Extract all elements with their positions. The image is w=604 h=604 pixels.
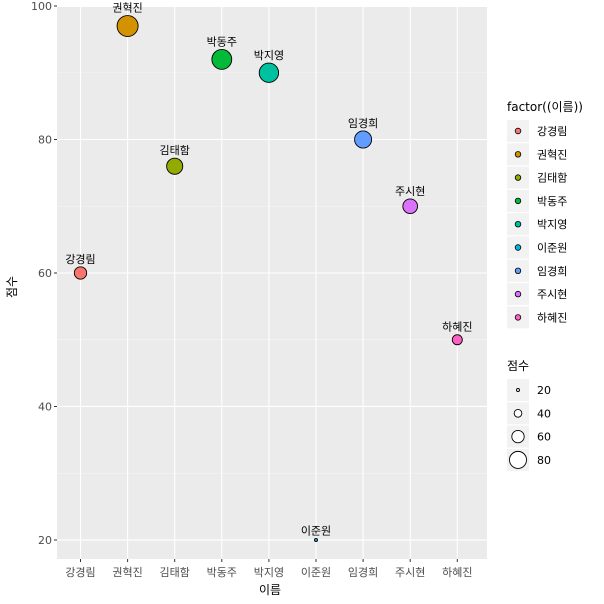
color-legend-swatch bbox=[514, 197, 522, 205]
color-legend-label: 권혁진 bbox=[537, 148, 567, 161]
color-legend-label: 주시현 bbox=[537, 288, 567, 301]
data-point bbox=[354, 130, 373, 149]
size-legend-label: 40 bbox=[537, 407, 551, 420]
x-tick-label: 이준원 bbox=[301, 566, 331, 579]
data-point bbox=[258, 62, 280, 83]
color-legend-swatch bbox=[514, 244, 522, 251]
data-point bbox=[166, 157, 184, 175]
color-legend-swatch bbox=[514, 267, 522, 274]
size-legend-swatch bbox=[509, 450, 527, 469]
y-tick-label: 100 bbox=[31, 0, 52, 13]
color-legend-label: 박동주 bbox=[537, 195, 567, 208]
color-legend-label: 박지영 bbox=[537, 218, 567, 231]
data-label: 이준원 bbox=[301, 524, 331, 537]
data-label: 김태함 bbox=[160, 144, 190, 157]
color-legend-swatch bbox=[514, 174, 522, 181]
y-axis-title: 점수 bbox=[5, 276, 19, 298]
data-label: 박동주 bbox=[207, 35, 237, 48]
size-legend-label: 80 bbox=[537, 454, 551, 467]
color-legend-title: factor((이름)) bbox=[507, 100, 583, 114]
size-legend-swatch bbox=[513, 409, 523, 418]
y-tick-label: 20 bbox=[38, 534, 52, 547]
color-legend-swatch bbox=[514, 314, 522, 321]
x-tick-label: 주시현 bbox=[395, 566, 425, 579]
size-legend-title: 점수 bbox=[507, 359, 529, 373]
data-label: 하혜진 bbox=[442, 320, 472, 334]
panel-background bbox=[57, 7, 487, 559]
data-label: 주시현 bbox=[395, 185, 425, 198]
color-legend-label: 강경림 bbox=[537, 125, 567, 138]
x-tick-label: 강경림 bbox=[65, 566, 95, 579]
data-label: 강경림 bbox=[65, 253, 95, 266]
data-point bbox=[402, 198, 419, 215]
legend: factor((이름)) 강경림권혁진김태함박동주박지영이준원임경희주시현하혜진점… bbox=[507, 100, 583, 471]
color-legend-label: 김태함 bbox=[537, 172, 567, 185]
data-point bbox=[116, 15, 139, 37]
color-legend-label: 이준원 bbox=[537, 242, 567, 255]
size-legend-label: 20 bbox=[537, 384, 551, 397]
plot-panel bbox=[57, 5, 487, 559]
data-label: 임경희 bbox=[348, 117, 378, 130]
color-legend-swatch bbox=[514, 127, 522, 135]
y-tick-label: 40 bbox=[38, 400, 52, 413]
color-legend-swatch bbox=[514, 151, 522, 158]
size-legend-swatch bbox=[511, 429, 525, 444]
data-point bbox=[314, 538, 318, 542]
x-tick-label: 임경희 bbox=[348, 566, 378, 579]
size-legend-label: 60 bbox=[537, 431, 551, 444]
x-tick-label: 김태함 bbox=[160, 566, 190, 579]
x-axis-title: 이름 bbox=[259, 583, 281, 597]
data-point bbox=[73, 266, 88, 280]
x-tick-label: 박동주 bbox=[207, 566, 237, 579]
color-legend-label: 임경희 bbox=[537, 265, 567, 278]
data-point bbox=[451, 334, 463, 346]
x-tick-label: 박지영 bbox=[254, 566, 284, 579]
color-legend-swatch bbox=[514, 220, 522, 228]
data-label: 권혁진 bbox=[112, 2, 142, 15]
x-tick-label: 권혁진 bbox=[112, 566, 142, 579]
color-legend-swatch bbox=[514, 290, 522, 298]
size-legend-swatch bbox=[516, 388, 520, 392]
data-label: 박지영 bbox=[254, 49, 284, 62]
data-point bbox=[211, 49, 233, 70]
color-legend-label: 하혜진 bbox=[537, 310, 567, 324]
y-tick-label: 80 bbox=[38, 133, 52, 146]
x-tick-label: 하혜진 bbox=[442, 565, 472, 579]
y-tick-label: 60 bbox=[38, 267, 52, 280]
